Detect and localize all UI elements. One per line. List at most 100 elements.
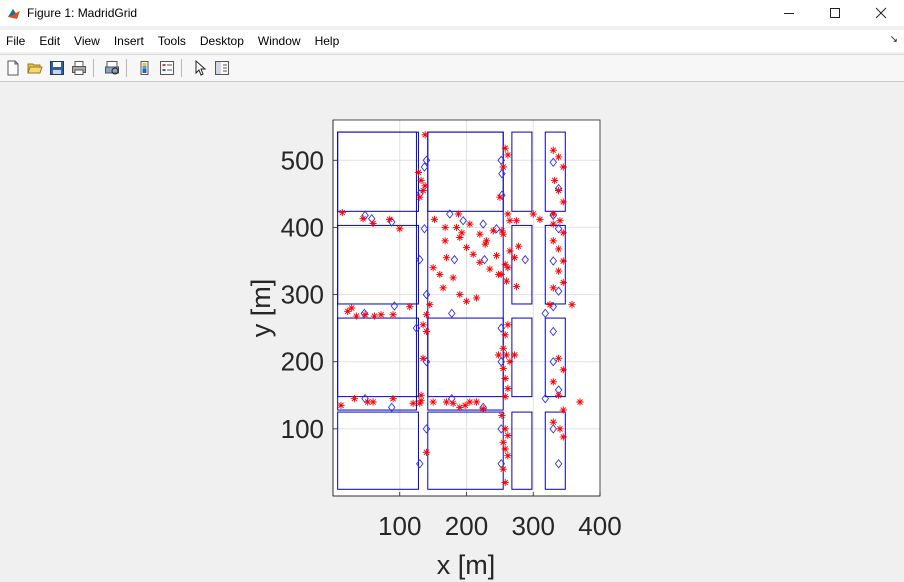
menu-window[interactable]: Window <box>257 34 301 48</box>
star-marker <box>370 312 378 320</box>
star-marker <box>555 267 563 275</box>
save-button[interactable] <box>47 58 66 78</box>
colorbar-button[interactable] <box>135 58 154 78</box>
star-marker <box>359 215 367 223</box>
star-marker <box>501 144 509 152</box>
star-marker <box>489 227 497 235</box>
star-marker <box>352 312 360 320</box>
star-marker <box>406 303 414 311</box>
star-marker <box>549 378 557 386</box>
property-editor-icon <box>214 61 229 75</box>
menu-insert[interactable]: Insert <box>113 34 144 48</box>
star-marker <box>421 182 429 190</box>
new-figure-icon <box>7 60 18 76</box>
open-file-button[interactable] <box>25 58 44 78</box>
star-marker <box>506 358 514 366</box>
star-marker <box>549 210 557 218</box>
star-marker <box>458 229 466 237</box>
print-button[interactable] <box>69 58 88 78</box>
star-marker <box>506 247 514 255</box>
diamond-marker <box>554 459 563 469</box>
star-marker <box>559 198 567 206</box>
star-marker <box>456 403 464 411</box>
star-marker <box>419 186 427 195</box>
star-marker <box>501 331 509 339</box>
star-marker <box>337 401 345 409</box>
star-marker <box>549 284 557 292</box>
star-marker <box>499 230 507 238</box>
star-marker <box>466 398 474 406</box>
star-marker <box>504 452 512 460</box>
minimize-button[interactable] <box>766 0 812 26</box>
pointer-icon <box>195 60 206 76</box>
diamond-marker <box>361 210 369 221</box>
star-marker <box>472 398 481 406</box>
menu-desktop[interactable]: Desktop <box>199 34 244 48</box>
star-marker <box>422 448 431 456</box>
close-button[interactable] <box>858 0 904 26</box>
star-marker <box>501 445 509 453</box>
menu-help[interactable]: Help <box>314 34 340 48</box>
star-marker <box>449 274 457 282</box>
building-block <box>544 131 566 212</box>
star-marker <box>452 223 461 232</box>
diamond-marker <box>422 155 431 166</box>
star-marker <box>504 151 512 159</box>
menu-view[interactable]: View <box>74 34 100 48</box>
star-marker <box>498 411 506 420</box>
save-icon <box>49 61 64 75</box>
star-marker <box>559 163 567 171</box>
toolbar-separator <box>181 59 182 77</box>
y-tick-label: 100 <box>281 414 324 444</box>
star-marker <box>454 210 463 218</box>
star-marker <box>456 233 464 242</box>
print-preview-button[interactable] <box>102 58 121 78</box>
star-marker <box>486 265 494 273</box>
star-marker <box>417 397 425 405</box>
star-marker <box>419 321 427 329</box>
menu-file[interactable]: File <box>6 34 26 48</box>
diamond-marker <box>549 157 558 168</box>
menu-bar: File Edit View Insert Tools Desktop Wind… <box>0 30 904 52</box>
star-marker <box>536 215 544 223</box>
diamond-marker <box>541 308 550 319</box>
x-tick-label: 400 <box>578 511 621 541</box>
legend-button[interactable] <box>157 58 176 78</box>
star-marker <box>555 186 563 195</box>
star-marker <box>469 250 477 258</box>
star-marker <box>559 229 567 237</box>
star-marker <box>350 395 358 403</box>
building-block <box>544 317 566 398</box>
star-marker <box>499 364 507 373</box>
star-marker <box>439 284 447 292</box>
star-marker <box>499 465 507 473</box>
star-marker <box>510 351 519 359</box>
star-marker <box>466 220 474 228</box>
menu-edit[interactable]: Edit <box>39 34 61 48</box>
star-marker <box>529 210 537 218</box>
star-marker <box>496 193 504 201</box>
star-marker <box>556 217 564 225</box>
star-marker <box>549 237 557 245</box>
diamond-marker <box>497 356 505 367</box>
star-marker <box>429 264 437 272</box>
star-marker <box>386 215 394 223</box>
star-marker <box>472 294 481 302</box>
star-marker <box>501 260 509 268</box>
star-marker <box>498 227 506 235</box>
close-icon <box>875 7 887 19</box>
diamond-marker <box>549 256 558 266</box>
diamond-marker <box>360 308 369 319</box>
diamond-marker <box>554 224 563 234</box>
star-marker <box>419 354 427 362</box>
pointer-button[interactable] <box>190 58 209 78</box>
dock-arrow-icon[interactable]: ↘ <box>889 34 898 45</box>
x-tick-label: 200 <box>445 511 488 541</box>
menu-tools[interactable]: Tools <box>157 34 186 48</box>
new-figure-button[interactable] <box>3 58 22 78</box>
property-editor-button[interactable] <box>212 58 231 78</box>
diamond-marker <box>479 219 487 229</box>
toolbar <box>0 54 904 82</box>
maximize-button[interactable] <box>812 0 858 26</box>
star-marker <box>499 344 507 352</box>
